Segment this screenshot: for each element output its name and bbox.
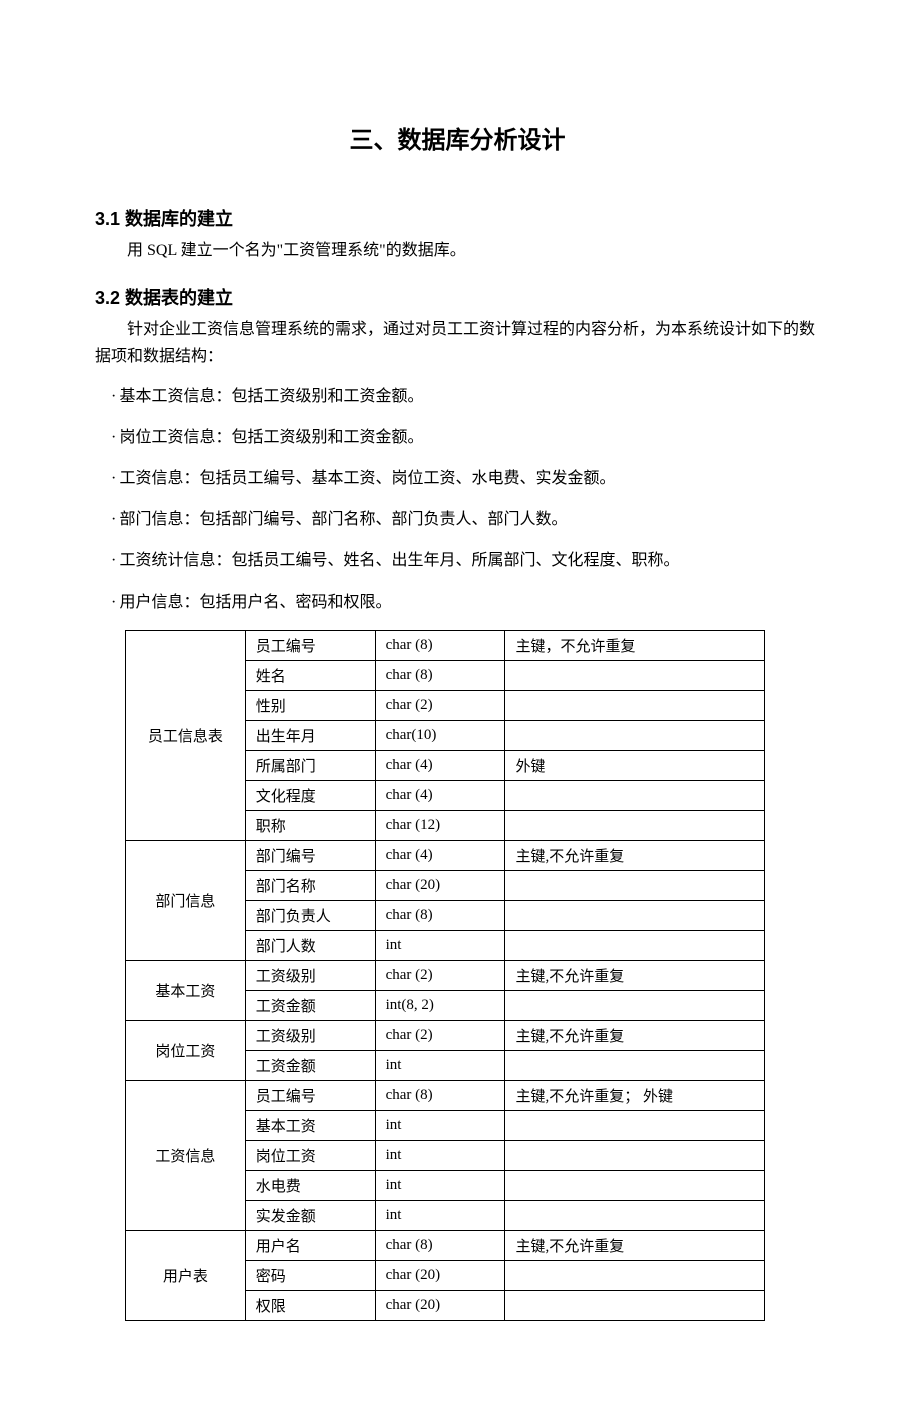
table-field-cell: 工资金额: [245, 990, 375, 1020]
table-note-cell: [505, 660, 765, 690]
table-field-cell: 员工编号: [245, 1080, 375, 1110]
section-3-1-body: 用 SQL 建立一个名为"工资管理系统"的数据库。: [95, 237, 820, 264]
table-field-cell: 出生年月: [245, 720, 375, 750]
table-note-cell: [505, 780, 765, 810]
section-3-2-heading: 3.2 数据表的建立: [95, 284, 820, 310]
table-note-cell: [505, 720, 765, 750]
table-type-cell: int(8, 2): [375, 990, 505, 1020]
table-note-cell: [505, 1170, 765, 1200]
table-type-cell: char(10): [375, 720, 505, 750]
table-type-cell: char (12): [375, 810, 505, 840]
table-row: 岗位工资工资级别char (2)主键,不允许重复: [126, 1020, 765, 1050]
table-field-cell: 部门负责人: [245, 900, 375, 930]
table-row: 工资信息员工编号char (8)主键,不允许重复； 外键: [126, 1080, 765, 1110]
list-item: 岗位工资信息：包括工资级别和工资金额。: [95, 424, 820, 451]
table-note-cell: [505, 900, 765, 930]
table-type-cell: char (2): [375, 690, 505, 720]
table-type-cell: char (2): [375, 960, 505, 990]
table-field-cell: 工资级别: [245, 1020, 375, 1050]
table-field-cell: 性别: [245, 690, 375, 720]
list-item: 工资统计信息：包括员工编号、姓名、出生年月、所属部门、文化程度、职称。: [95, 547, 820, 574]
table-group-name: 部门信息: [126, 840, 246, 960]
table-note-cell: [505, 990, 765, 1020]
table-type-cell: char (4): [375, 840, 505, 870]
table-note-cell: [505, 1260, 765, 1290]
table-field-cell: 部门名称: [245, 870, 375, 900]
table-note-cell: [505, 1050, 765, 1080]
table-note-cell: 主键,不允许重复: [505, 1230, 765, 1260]
table-row: 部门信息部门编号char (4)主键,不允许重复: [126, 840, 765, 870]
table-type-cell: char (8): [375, 900, 505, 930]
table-note-cell: [505, 810, 765, 840]
table-field-cell: 基本工资: [245, 1110, 375, 1140]
table-group-name: 工资信息: [126, 1080, 246, 1230]
list-item: 工资信息：包括员工编号、基本工资、岗位工资、水电费、实发金额。: [95, 465, 820, 492]
table-note-cell: [505, 930, 765, 960]
table-note-cell: [505, 1200, 765, 1230]
table-field-cell: 密码: [245, 1260, 375, 1290]
table-note-cell: 主键,不允许重复: [505, 1020, 765, 1050]
table-note-cell: 外键: [505, 750, 765, 780]
table-field-cell: 姓名: [245, 660, 375, 690]
section-3-2-body: 针对企业工资信息管理系统的需求，通过对员工工资计算过程的内容分析，为本系统设计如…: [95, 316, 820, 370]
table-type-cell: char (4): [375, 750, 505, 780]
table-field-cell: 水电费: [245, 1170, 375, 1200]
table-row: 用户表用户名char (8)主键,不允许重复: [126, 1230, 765, 1260]
table-field-cell: 权限: [245, 1290, 375, 1320]
table-type-cell: char (8): [375, 1080, 505, 1110]
table-note-cell: 主键,不允许重复； 外键: [505, 1080, 765, 1110]
table-type-cell: char (8): [375, 630, 505, 660]
list-item: 部门信息：包括部门编号、部门名称、部门负责人、部门人数。: [95, 506, 820, 533]
table-type-cell: char (8): [375, 1230, 505, 1260]
table-type-cell: int: [375, 1110, 505, 1140]
table-field-cell: 部门人数: [245, 930, 375, 960]
table-note-cell: [505, 1290, 765, 1320]
table-field-cell: 实发金额: [245, 1200, 375, 1230]
table-field-cell: 用户名: [245, 1230, 375, 1260]
list-item: 基本工资信息：包括工资级别和工资金额。: [95, 383, 820, 410]
table-type-cell: char (2): [375, 1020, 505, 1050]
table-field-cell: 文化程度: [245, 780, 375, 810]
table-type-cell: int: [375, 1140, 505, 1170]
schema-table: 员工信息表员工编号char (8)主键，不允许重复姓名char (8)性别cha…: [125, 630, 765, 1321]
table-note-cell: [505, 1110, 765, 1140]
table-field-cell: 所属部门: [245, 750, 375, 780]
section-3-1-heading: 3.1 数据库的建立: [95, 205, 820, 231]
table-note-cell: 主键,不允许重复: [505, 840, 765, 870]
table-type-cell: int: [375, 930, 505, 960]
table-group-name: 岗位工资: [126, 1020, 246, 1080]
table-row: 员工信息表员工编号char (8)主键，不允许重复: [126, 630, 765, 660]
table-note-cell: [505, 870, 765, 900]
data-item-list: 基本工资信息：包括工资级别和工资金额。岗位工资信息：包括工资级别和工资金额。工资…: [95, 383, 820, 616]
table-field-cell: 岗位工资: [245, 1140, 375, 1170]
table-group-name: 用户表: [126, 1230, 246, 1320]
table-row: 基本工资工资级别char (2)主键,不允许重复: [126, 960, 765, 990]
table-note-cell: [505, 690, 765, 720]
table-type-cell: int: [375, 1200, 505, 1230]
list-item: 用户信息：包括用户名、密码和权限。: [95, 589, 820, 616]
table-field-cell: 员工编号: [245, 630, 375, 660]
table-type-cell: char (20): [375, 1260, 505, 1290]
table-type-cell: char (4): [375, 780, 505, 810]
table-type-cell: char (20): [375, 870, 505, 900]
table-note-cell: 主键,不允许重复: [505, 960, 765, 990]
table-note-cell: 主键，不允许重复: [505, 630, 765, 660]
table-type-cell: int: [375, 1170, 505, 1200]
page-title: 三、数据库分析设计: [95, 120, 820, 155]
table-note-cell: [505, 1140, 765, 1170]
table-type-cell: char (20): [375, 1290, 505, 1320]
table-type-cell: char (8): [375, 660, 505, 690]
table-field-cell: 工资级别: [245, 960, 375, 990]
table-field-cell: 职称: [245, 810, 375, 840]
table-group-name: 员工信息表: [126, 630, 246, 840]
table-group-name: 基本工资: [126, 960, 246, 1020]
table-type-cell: int: [375, 1050, 505, 1080]
table-field-cell: 部门编号: [245, 840, 375, 870]
table-field-cell: 工资金额: [245, 1050, 375, 1080]
